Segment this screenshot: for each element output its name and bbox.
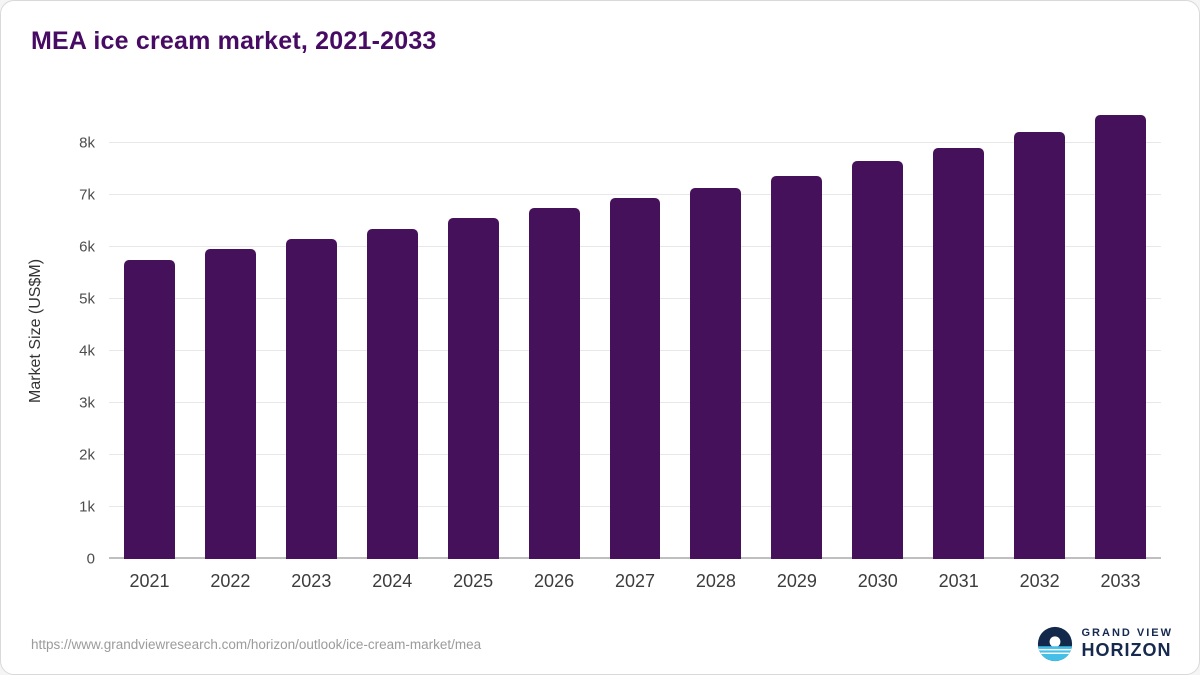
x-tick-label: 2024 — [372, 571, 413, 591]
x-tick-label: 2023 — [291, 571, 332, 591]
bar-2023 — [285, 238, 337, 559]
bar-slot — [999, 101, 1080, 559]
y-tick-label: 5k — [79, 290, 95, 308]
bar-slot — [190, 101, 271, 559]
bar-slot — [595, 101, 676, 559]
x-tick-label: 2026 — [534, 571, 575, 591]
bar-2026 — [528, 207, 580, 559]
y-tick-label: 6k — [79, 238, 95, 256]
bar-slot — [514, 101, 595, 559]
bar-2021 — [123, 259, 175, 559]
x-tick-label: 2029 — [776, 571, 817, 591]
x-tick-label: 2033 — [1100, 571, 1141, 591]
source-url: https://www.grandviewresearch.com/horizo… — [31, 636, 482, 652]
bar-2029 — [771, 175, 823, 559]
bar-slot — [756, 101, 837, 559]
x-tick-label: 2028 — [695, 571, 736, 591]
x-tick-label: 2030 — [857, 571, 898, 591]
bar-2022 — [204, 249, 256, 559]
plot-area: 0 1k 2k 3k 4k 5k 6k 7k 8k — [79, 101, 1161, 568]
bar-2033 — [1095, 115, 1146, 559]
gridline — [109, 141, 1161, 143]
grand-view-horizon-icon — [1037, 626, 1073, 662]
x-tick-label: 2022 — [210, 571, 251, 591]
bar-slot — [433, 101, 514, 559]
x-tick-label: 2025 — [453, 571, 494, 591]
y-tick-label: 2k — [79, 446, 95, 464]
brand-logo: GRAND VIEW HORIZON — [1037, 626, 1174, 662]
y-tick-label: 0 — [86, 550, 95, 568]
brand-text: GRAND VIEW HORIZON — [1082, 627, 1174, 660]
bars-container — [109, 101, 1161, 559]
page-title: MEA ice cream market, 2021-2033 — [31, 27, 437, 55]
x-tick-label: 2027 — [614, 571, 656, 591]
bar-slot — [1080, 101, 1161, 559]
bar-2027 — [609, 198, 661, 559]
brand-name-top: GRAND VIEW — [1081, 627, 1173, 640]
bar-2028 — [690, 187, 742, 559]
bar-slot — [271, 101, 352, 559]
bar-2024 — [366, 228, 418, 559]
y-tick-label: 4k — [79, 342, 95, 360]
bar-slot — [837, 101, 918, 559]
bar-slot — [918, 101, 999, 559]
y-tick-label: 8k — [79, 134, 95, 152]
y-tick-label: 1k — [79, 498, 95, 516]
x-tick-label: 2032 — [1019, 571, 1060, 591]
bar-slot — [109, 101, 190, 559]
x-tick-label: 2031 — [938, 571, 979, 591]
brand-name-bottom: HORIZON — [1081, 639, 1172, 660]
y-tick-label: 7k — [79, 186, 95, 204]
bar-2032 — [1014, 132, 1066, 559]
bar-2025 — [447, 218, 499, 559]
x-tick-label: 2021 — [129, 571, 170, 591]
x-axis-labels: 2021 2022 2023 2024 2025 2026 2027 2028 2029 2030… — [109, 571, 1161, 592]
y-axis-title: Market Size (US$M) — [27, 258, 44, 404]
bar-slot — [352, 101, 433, 559]
footer: https://www.grandviewresearch.com/horizo… — [31, 626, 1173, 662]
y-tick-label: 3k — [79, 394, 95, 412]
gridline — [109, 193, 1161, 195]
bar-2030 — [852, 160, 904, 559]
bar-2031 — [933, 147, 985, 559]
bar-slot — [675, 101, 756, 559]
